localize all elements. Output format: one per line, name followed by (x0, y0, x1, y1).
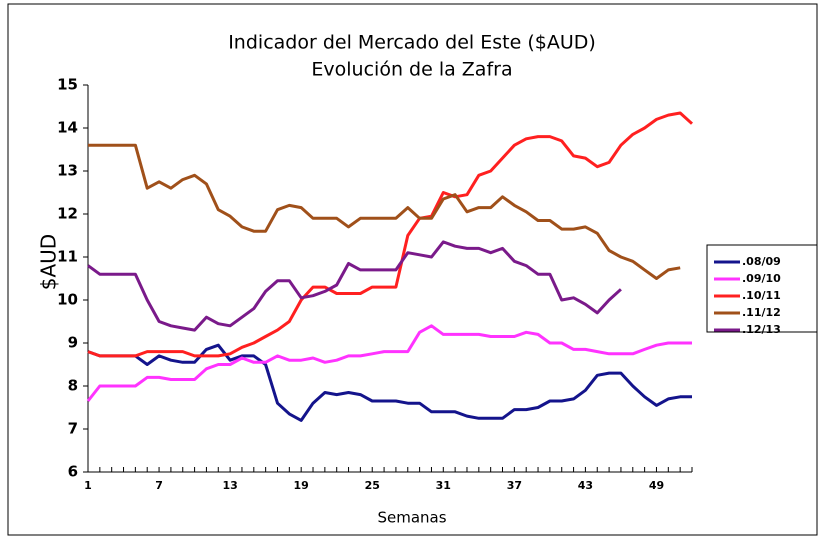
chart-subtitle: Evolución de la Zafra (311, 59, 512, 81)
x-tick-label: 31 (436, 479, 451, 492)
x-tick-label: 7 (155, 479, 163, 492)
y-tick-label: 7 (68, 420, 78, 438)
y-tick-label: 12 (57, 205, 78, 223)
chart-border (7, 3, 818, 536)
series-line (87, 111, 694, 358)
x-tick-label: 43 (578, 479, 593, 492)
legend-label: .08/09 (742, 255, 781, 268)
y-tick-label: 13 (57, 162, 78, 180)
series-line (87, 343, 692, 422)
x-tick-label: 1 (84, 479, 92, 492)
y-tick-label: 8 (68, 377, 78, 395)
x-tick-label: 19 (294, 479, 309, 492)
series-line (87, 240, 622, 332)
y-tick-label: 14 (57, 119, 78, 137)
y-tick-label: 6 (68, 463, 78, 481)
chart-title: Indicador del Mercado del Este ($AUD) (228, 32, 596, 54)
x-tick-label: 49 (649, 479, 664, 492)
y-tick-label: 15 (57, 76, 78, 94)
legend-label: .10/11 (742, 289, 781, 302)
x-tick-label: 25 (365, 479, 380, 492)
x-tick-label: 13 (222, 479, 237, 492)
legend-box (706, 244, 818, 333)
y-axis-label: $AUD (37, 234, 61, 290)
series-line (88, 143, 681, 280)
x-tick-label: 37 (507, 479, 522, 492)
y-tick-label: 10 (57, 291, 78, 309)
x-axis-label: Semanas (377, 509, 446, 527)
legend-label: .12/13 (742, 323, 781, 336)
series-line (86, 324, 692, 402)
legend-label: .09/10 (742, 272, 781, 285)
y-tick-label: 9 (68, 334, 78, 352)
legend-label: .11/12 (742, 306, 781, 319)
y-tick-label: 11 (57, 248, 78, 266)
